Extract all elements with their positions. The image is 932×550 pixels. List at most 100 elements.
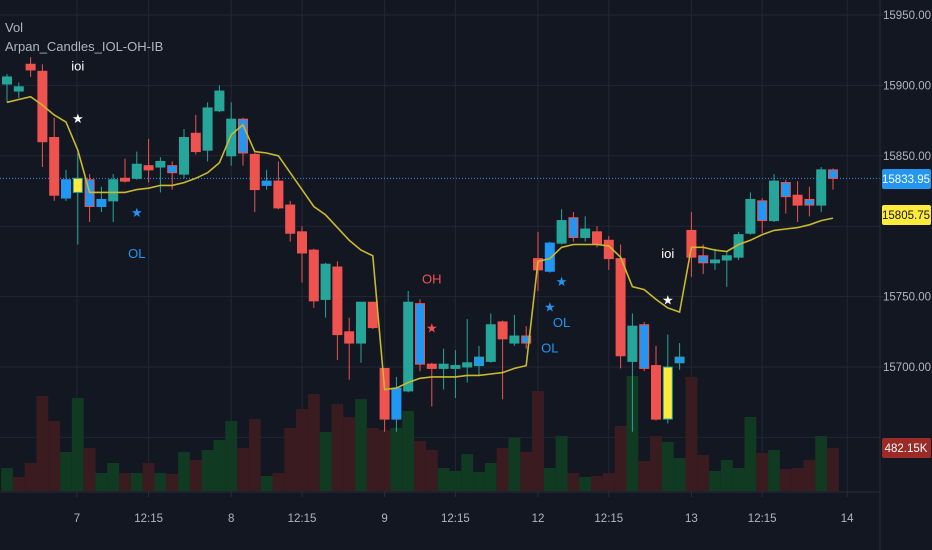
- candle: [816, 167, 827, 213]
- candle-body: [379, 367, 390, 420]
- candle: [273, 161, 284, 210]
- volume-bar: [248, 419, 261, 491]
- volume-bar: [756, 452, 769, 491]
- volume-bar: [520, 451, 533, 491]
- volume-bar: [827, 447, 839, 491]
- volume-bar: [602, 472, 615, 491]
- price-tick-label: 15750.00: [883, 292, 931, 304]
- star-icon: ★: [72, 111, 84, 126]
- candle-body: [710, 259, 720, 264]
- candle: [521, 326, 532, 349]
- volume-bar: [803, 460, 816, 491]
- candle-body: [474, 356, 484, 367]
- time-tick-label: 12:15: [134, 513, 163, 525]
- volume-bar: [555, 436, 568, 491]
- candle-body: [108, 179, 119, 202]
- volume-bar: [638, 461, 651, 491]
- last-price-tag: 15833.95: [882, 169, 931, 189]
- volume-value: 482.15K: [885, 443, 928, 455]
- candle-body: [733, 234, 744, 258]
- candle-body: [639, 324, 650, 369]
- candle: [745, 192, 756, 235]
- candle: [367, 301, 378, 329]
- candle: [120, 158, 130, 183]
- candle-body: [674, 356, 685, 364]
- time-tick-label: 12: [532, 513, 545, 525]
- volume-bar: [614, 426, 627, 491]
- volume-bar: [142, 462, 155, 491]
- candle-body: [769, 180, 779, 222]
- time-tick-label: 12:15: [288, 513, 317, 525]
- time-axis[interactable]: 7 12:15 8 12:15 9 12:15 12 12:15 13 12:15 14: [74, 492, 854, 525]
- volume-bar: [83, 447, 96, 491]
- candle-body: [426, 363, 437, 369]
- candle-body: [155, 160, 166, 168]
- signal-label: OL: [541, 340, 558, 355]
- volume-bar: [390, 427, 403, 491]
- volume-bar: [732, 467, 745, 491]
- candle-body: [462, 362, 473, 368]
- star-icon: ★: [131, 205, 143, 220]
- candle: [49, 117, 60, 201]
- candle: [710, 248, 720, 270]
- price-tick-label: 15900.00: [883, 80, 931, 92]
- candle-body: [332, 266, 343, 336]
- candle: [580, 216, 591, 242]
- signal-label: ioi: [661, 246, 674, 261]
- candle: [474, 345, 484, 376]
- candle: [131, 151, 142, 180]
- candle: [143, 138, 154, 183]
- volume-bar: [284, 427, 297, 491]
- signal-label: OH: [422, 271, 442, 286]
- last-price-value: 15833.95: [882, 174, 930, 186]
- time-tick-label: 12:15: [594, 513, 623, 525]
- star-icon: ★: [426, 321, 438, 336]
- candle-body: [249, 153, 260, 191]
- volume-bar: [768, 450, 780, 491]
- price-tick-label: 15950.00: [883, 10, 931, 22]
- volume-bar: [484, 462, 497, 491]
- volume-bar: [366, 427, 379, 491]
- candle: [190, 114, 201, 155]
- candle-body: [804, 198, 815, 206]
- candle-body: [25, 63, 36, 71]
- candle: [37, 64, 48, 168]
- candle-body: [450, 365, 461, 369]
- volume-bar: [697, 455, 710, 491]
- indicator-legend[interactable]: Arpan_Candles_IOL-OH-IB: [5, 39, 164, 54]
- candle-body: [344, 331, 355, 344]
- candle-body: [13, 86, 24, 92]
- candle: [61, 169, 71, 201]
- candle: [96, 186, 107, 213]
- candle: [2, 74, 12, 103]
- candle: [202, 102, 213, 162]
- candle-body: [367, 301, 378, 329]
- candle-body: [72, 177, 83, 193]
- volume-bar: [201, 450, 214, 491]
- candle-body: [96, 198, 107, 207]
- candle: [72, 152, 83, 245]
- candle: [108, 174, 119, 222]
- candle-body: [780, 182, 791, 198]
- volume-bar: [473, 471, 485, 491]
- volume-bar: [36, 396, 49, 491]
- price-axis[interactable]: 15950.00 15900.00 15850.00 15750.00 15700.00: [880, 10, 931, 374]
- volume-bar: [791, 467, 804, 491]
- moving-average-line: [6, 95, 834, 391]
- line-value-tag: 15805.75: [882, 205, 931, 225]
- volume-bar: [508, 437, 521, 491]
- price-tick-label: 15700.00: [883, 362, 931, 374]
- candle-body: [202, 107, 213, 151]
- volume-bar: [237, 447, 249, 491]
- volume-legend[interactable]: Vol: [5, 20, 24, 35]
- candle: [261, 169, 272, 190]
- candle: [249, 152, 260, 213]
- volume-bar: [260, 476, 273, 491]
- volume-bar: [178, 451, 190, 491]
- volume-tag: 482.15K: [882, 438, 931, 458]
- candle: [792, 181, 803, 222]
- candle: [403, 290, 414, 393]
- candle-body: [190, 132, 201, 153]
- candle: [415, 299, 425, 372]
